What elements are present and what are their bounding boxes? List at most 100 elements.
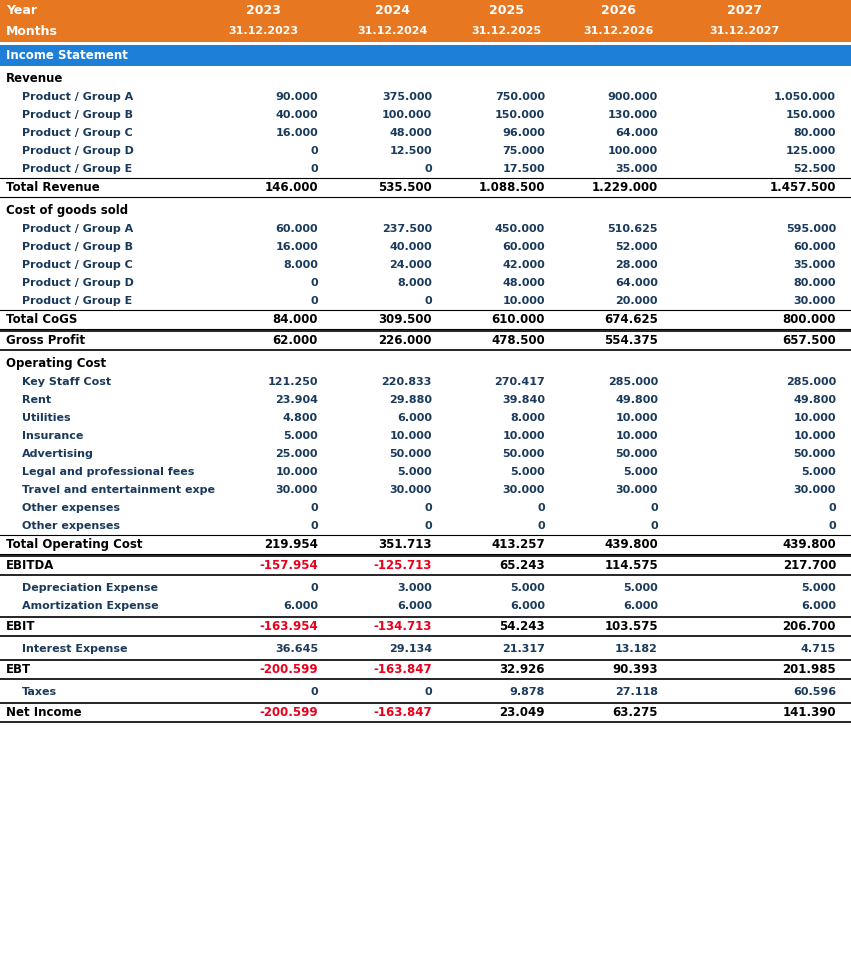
Text: 54.243: 54.243 [500,620,545,633]
Text: 478.500: 478.500 [491,334,545,347]
Text: 674.625: 674.625 [604,313,658,326]
Text: 750.000: 750.000 [495,92,545,102]
Text: Product / Group A: Product / Group A [22,92,134,102]
Text: 27.118: 27.118 [615,687,658,697]
Text: EBIT: EBIT [6,620,36,633]
Text: Product / Group A: Product / Group A [22,224,134,234]
Text: 2025: 2025 [488,4,523,17]
Text: 10.000: 10.000 [390,431,432,441]
Text: 1.088.500: 1.088.500 [478,181,545,194]
Text: 23.904: 23.904 [275,395,318,405]
Text: 64.000: 64.000 [615,128,658,138]
Text: 0: 0 [425,521,432,531]
Text: 2027: 2027 [727,4,762,17]
Text: Total Operating Cost: Total Operating Cost [6,538,142,551]
Text: 6.000: 6.000 [801,601,836,611]
Text: -134.713: -134.713 [374,620,432,633]
Text: 5.000: 5.000 [802,583,836,593]
Text: 130.000: 130.000 [608,110,658,120]
Text: 32.926: 32.926 [500,663,545,676]
Text: 35.000: 35.000 [615,164,658,174]
Text: 60.000: 60.000 [793,242,836,252]
Text: 8.000: 8.000 [510,413,545,423]
Text: 1.457.500: 1.457.500 [769,181,836,194]
Text: Product / Group C: Product / Group C [22,128,133,138]
Text: 16.000: 16.000 [275,242,318,252]
Text: Depreciation Expense: Depreciation Expense [22,583,158,593]
Text: 48.000: 48.000 [389,128,432,138]
Text: 439.800: 439.800 [604,538,658,551]
Text: 4.800: 4.800 [283,413,318,423]
Text: 29.134: 29.134 [389,644,432,654]
Text: 30.000: 30.000 [794,485,836,495]
Text: 217.700: 217.700 [783,559,836,572]
Text: 439.800: 439.800 [782,538,836,551]
Text: 201.985: 201.985 [782,663,836,676]
Text: 285.000: 285.000 [608,377,658,387]
Text: Total Revenue: Total Revenue [6,181,100,194]
Text: -157.954: -157.954 [260,559,318,572]
Text: 84.000: 84.000 [272,313,318,326]
Text: 5.000: 5.000 [623,467,658,477]
Text: 49.800: 49.800 [793,395,836,405]
Text: 24.000: 24.000 [389,260,432,270]
Text: Legal and professional fees: Legal and professional fees [22,467,194,477]
Text: -125.713: -125.713 [374,559,432,572]
Text: 219.954: 219.954 [264,538,318,551]
Text: Insurance: Insurance [22,431,83,441]
Text: 60.000: 60.000 [276,224,318,234]
Text: 29.880: 29.880 [389,395,432,405]
Text: 0: 0 [311,687,318,697]
Text: 10.000: 10.000 [793,413,836,423]
Text: 0: 0 [537,503,545,513]
Text: 8.000: 8.000 [283,260,318,270]
Text: 20.000: 20.000 [615,296,658,306]
Text: 309.500: 309.500 [379,313,432,326]
Text: 5.000: 5.000 [802,467,836,477]
Text: Rent: Rent [22,395,51,405]
Text: 31.12.2024: 31.12.2024 [357,26,428,36]
Text: 5.000: 5.000 [623,583,658,593]
Text: 657.500: 657.500 [782,334,836,347]
Text: 80.000: 80.000 [793,128,836,138]
Text: 52.000: 52.000 [615,242,658,252]
Text: 25.000: 25.000 [276,449,318,459]
Text: 23.049: 23.049 [500,706,545,719]
Text: Income Statement: Income Statement [6,49,128,62]
Text: 60.596: 60.596 [793,687,836,697]
Text: Utilities: Utilities [22,413,71,423]
Text: 96.000: 96.000 [502,128,545,138]
Text: 103.575: 103.575 [604,620,658,633]
Text: 40.000: 40.000 [276,110,318,120]
Text: 10.000: 10.000 [793,431,836,441]
Text: 50.000: 50.000 [390,449,432,459]
Text: 50.000: 50.000 [794,449,836,459]
Text: 80.000: 80.000 [793,278,836,288]
Text: Product / Group E: Product / Group E [22,164,132,174]
Text: 30.000: 30.000 [794,296,836,306]
Bar [0,45,851,66]
Text: 42.000: 42.000 [502,260,545,270]
Text: 0: 0 [650,503,658,513]
Text: 12.500: 12.500 [390,146,432,156]
Text: 49.800: 49.800 [615,395,658,405]
Text: 31.12.2026: 31.12.2026 [583,26,654,36]
Text: 5.000: 5.000 [511,583,545,593]
Text: 237.500: 237.500 [382,224,432,234]
Text: EBITDA: EBITDA [6,559,54,572]
Text: 375.000: 375.000 [382,92,432,102]
Text: Other expenses: Other expenses [22,521,120,531]
Text: 30.000: 30.000 [390,485,432,495]
Text: 6.000: 6.000 [397,413,432,423]
Text: 0: 0 [828,503,836,513]
Text: 146.000: 146.000 [265,181,318,194]
Text: 16.000: 16.000 [275,128,318,138]
Text: 64.000: 64.000 [615,278,658,288]
Text: 62.000: 62.000 [272,334,318,347]
Text: 39.840: 39.840 [502,395,545,405]
Text: 141.390: 141.390 [782,706,836,719]
Text: -200.599: -200.599 [260,706,318,719]
Text: 10.000: 10.000 [615,413,658,423]
Text: 0: 0 [311,278,318,288]
Text: 413.257: 413.257 [491,538,545,551]
